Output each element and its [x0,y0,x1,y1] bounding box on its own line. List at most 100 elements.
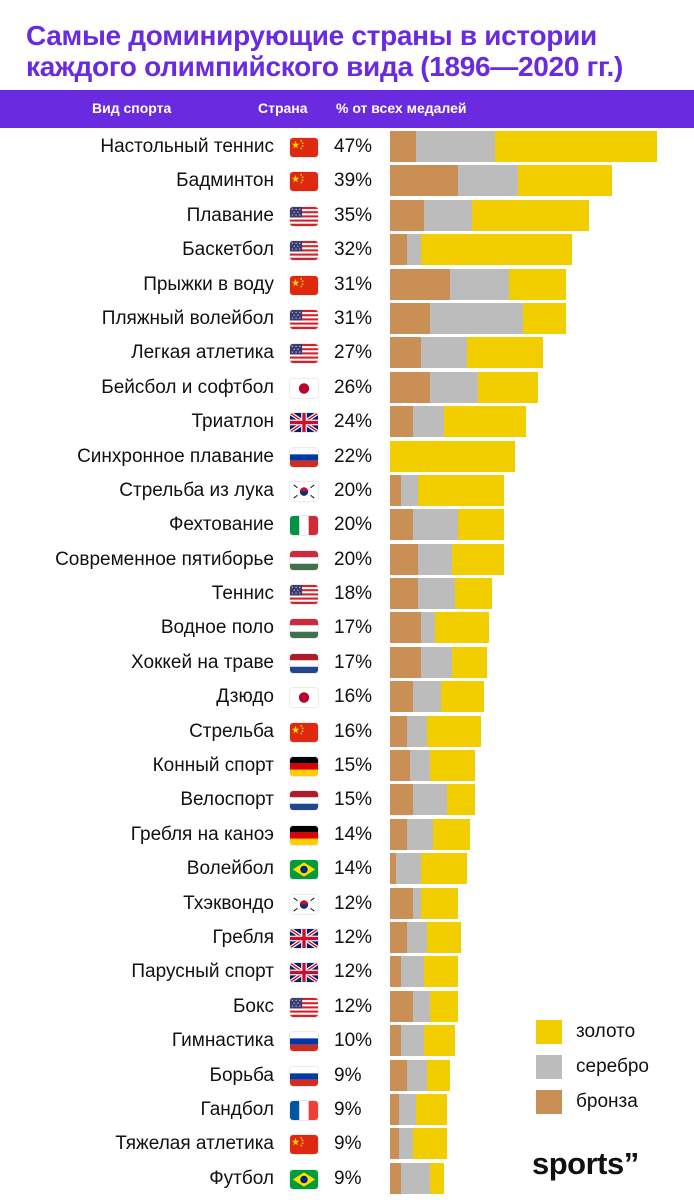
bar-segment-gold [466,337,544,369]
bar-segment-silver [421,337,467,369]
bar-segment-silver [458,165,518,197]
sport-label: Легкая атлетика [131,342,274,364]
chart-row: Современное пятиборье 20% [0,543,694,577]
chart-row: Бадминтон 39% [0,164,694,198]
percent-label: 47% [334,136,373,157]
sport-label: Тхэквондо [183,892,274,914]
percent-label: 27% [334,342,373,364]
bar-segment-gold [426,1059,450,1091]
sport-label: Бейсбол и софтбол [101,376,274,398]
bar-segment-silver [412,887,422,919]
sport-label: Пляжный волейбол [101,307,274,329]
bar-segment-silver [398,1093,416,1125]
percent-label: 15% [334,755,373,777]
chart-row: Велоспорт 15% [0,783,694,817]
chart-row: Футбол 9% [0,1162,694,1196]
flag-icon-cn [290,722,318,742]
stacked-bar [390,371,538,403]
chart-row: Водное поло 17% [0,611,694,645]
flag-icon-jp [290,378,318,398]
sport-label: Гребля [212,926,274,948]
bar-segment-gold [446,784,476,816]
sport-label: Настольный теннис [100,136,274,157]
stacked-bar [390,543,504,575]
flag-icon-nl [290,653,318,673]
bar-segment-silver [409,750,430,782]
bar-segment-silver [421,646,453,678]
bar-segment-bronze [390,715,408,747]
percent-label: 9% [334,1098,362,1120]
bar-segment-silver [424,199,473,231]
bar-segment-bronze [390,1025,402,1057]
bar-segment-gold [432,818,470,850]
flag-icon-hu [290,619,318,639]
percent-label: 31% [334,307,373,329]
bar-segment-bronze [390,681,413,713]
bar-segment-silver [418,578,456,610]
percent-label: 24% [334,411,373,433]
sport-label: Гандбол [200,1098,275,1120]
stacked-bar [390,474,504,506]
sport-label: Синхронное плавание [77,445,274,467]
sport-label: Бадминтон [176,170,274,192]
sport-label: Стрельба [189,720,274,742]
stacked-bar [390,921,461,953]
flag-icon-de [290,825,318,845]
bar-segment-silver [418,543,453,575]
bar-segment-gold [429,1162,444,1194]
bar-segment-bronze [390,990,413,1022]
bar-segment-gold [435,612,490,644]
bar-segment-silver [401,1025,425,1057]
bar-segment-bronze [390,750,410,782]
bar-segment-bronze [390,853,396,885]
bar-segment-silver [407,921,427,953]
percent-label: 10% [334,1030,373,1052]
bar-segment-gold [421,853,467,885]
percent-label: 12% [334,995,373,1017]
bar-segment-gold [429,990,459,1022]
bar-segment-bronze [390,1128,399,1160]
bar-segment-bronze [390,956,402,988]
bar-segment-gold [452,543,504,575]
percent-label: 39% [334,170,373,192]
legend-swatch-bronze [536,1090,562,1114]
chart-row: Стрельба из лука 20% [0,474,694,508]
bar-segment-bronze [390,302,430,334]
sport-label: Дзюдо [216,686,274,708]
bar-segment-gold [478,371,538,403]
sport-label: Баскетбол [182,239,274,261]
flag-icon-us [290,206,318,226]
stacked-bar [390,268,567,300]
bar-segment-bronze [390,509,413,541]
flag-icon-gb [290,413,318,433]
sport-label: Современное пятиборье [55,548,274,570]
chart-row: Синхронное плавание 22% [0,440,694,474]
stacked-bar [390,818,470,850]
bar-segment-bronze [390,1059,408,1091]
percent-label: 22% [334,445,373,467]
percent-label: 12% [334,892,373,914]
percent-label: 17% [334,651,373,673]
legend-label-gold: золото [576,1021,636,1042]
stacked-bar [390,1059,450,1091]
stacked-bar [390,1093,447,1125]
sport-label: Бокс [232,995,274,1017]
bar-segment-gold [443,406,527,438]
percent-label: 26% [334,376,373,398]
flag-icon-cn [290,1135,318,1155]
flag-icon-kr [290,894,318,914]
sport-label: Прыжки в воду [143,273,274,295]
bar-segment-silver [398,1128,413,1160]
flag-icon-jp [290,688,318,708]
bar-segment-silver [412,509,459,541]
flag-icon-us [290,997,318,1017]
bar-segment-silver [429,371,479,403]
bar-segment-bronze [390,887,413,919]
bar-segment-gold [523,302,567,334]
bar-segment-gold [509,268,567,300]
bar-segment-gold [441,681,484,713]
percent-label: 9% [334,1167,362,1189]
sport-label: Гимнастика [171,1030,274,1052]
percent-label: 20% [334,514,373,536]
flag-icon-us [290,585,318,605]
